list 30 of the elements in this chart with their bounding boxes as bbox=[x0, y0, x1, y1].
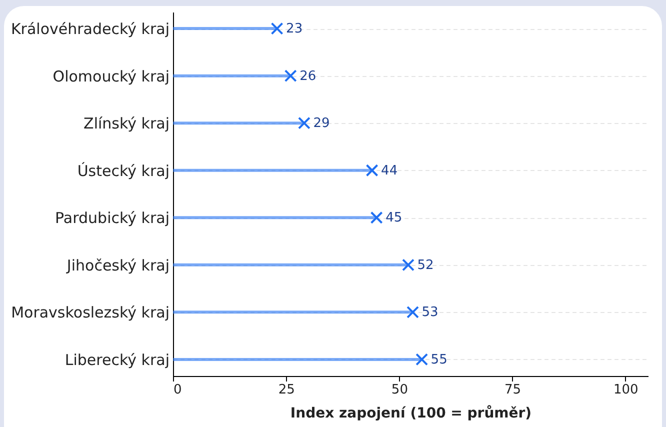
y-tick-label: Olomoucký kraj bbox=[52, 67, 170, 86]
data-label: 55 bbox=[430, 352, 448, 368]
data-label: 45 bbox=[386, 210, 402, 226]
x-tick-label: 50 bbox=[391, 382, 408, 398]
x-axis-title: Index zapojení (100 = průměr) bbox=[290, 404, 532, 422]
x-tick-label: 75 bbox=[504, 382, 522, 398]
point bbox=[402, 258, 414, 272]
data-label: 26 bbox=[300, 68, 316, 84]
y-tick-label: Liberecký kraj bbox=[64, 350, 170, 369]
point bbox=[370, 211, 383, 224]
x-tick-label: 25 bbox=[278, 382, 295, 398]
data-label: 29 bbox=[313, 116, 330, 132]
data-label: 53 bbox=[422, 305, 438, 320]
point bbox=[406, 306, 420, 318]
point bbox=[298, 116, 310, 130]
y-tick-label: Pardubický kraj bbox=[55, 209, 170, 228]
y-tick-label: Královéhradecký kraj bbox=[10, 20, 170, 38]
x-tick-label: 0 bbox=[174, 382, 182, 398]
x-tick-label: 100 bbox=[613, 382, 638, 398]
data-label: 44 bbox=[381, 163, 398, 178]
data-label: 52 bbox=[417, 258, 434, 273]
y-tick-label: Moravskoslezský kraj bbox=[11, 304, 170, 322]
point bbox=[416, 353, 428, 366]
point bbox=[270, 22, 284, 35]
y-tick-label: Ústecký kraj bbox=[77, 162, 170, 180]
y-tick-label: Jihočeský kraj bbox=[66, 256, 170, 274]
point bbox=[284, 70, 297, 82]
point bbox=[366, 164, 378, 177]
y-tick-label: Zlínský kraj bbox=[84, 114, 170, 133]
data-label: 23 bbox=[286, 22, 303, 37]
